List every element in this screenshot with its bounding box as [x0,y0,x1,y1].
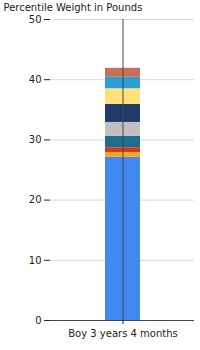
svg-text:20: 20 [29,194,42,205]
svg-text:0: 0 [35,315,41,326]
svg-text:40: 40 [29,74,42,85]
svg-text:50: 50 [29,14,42,25]
svg-text:30: 30 [29,134,42,145]
svg-text:Boy 3 years 4 months: Boy 3 years 4 months [68,328,178,339]
svg-text:Percentile Weight in Pounds: Percentile Weight in Pounds [4,2,143,13]
svg-text:10: 10 [29,254,42,265]
